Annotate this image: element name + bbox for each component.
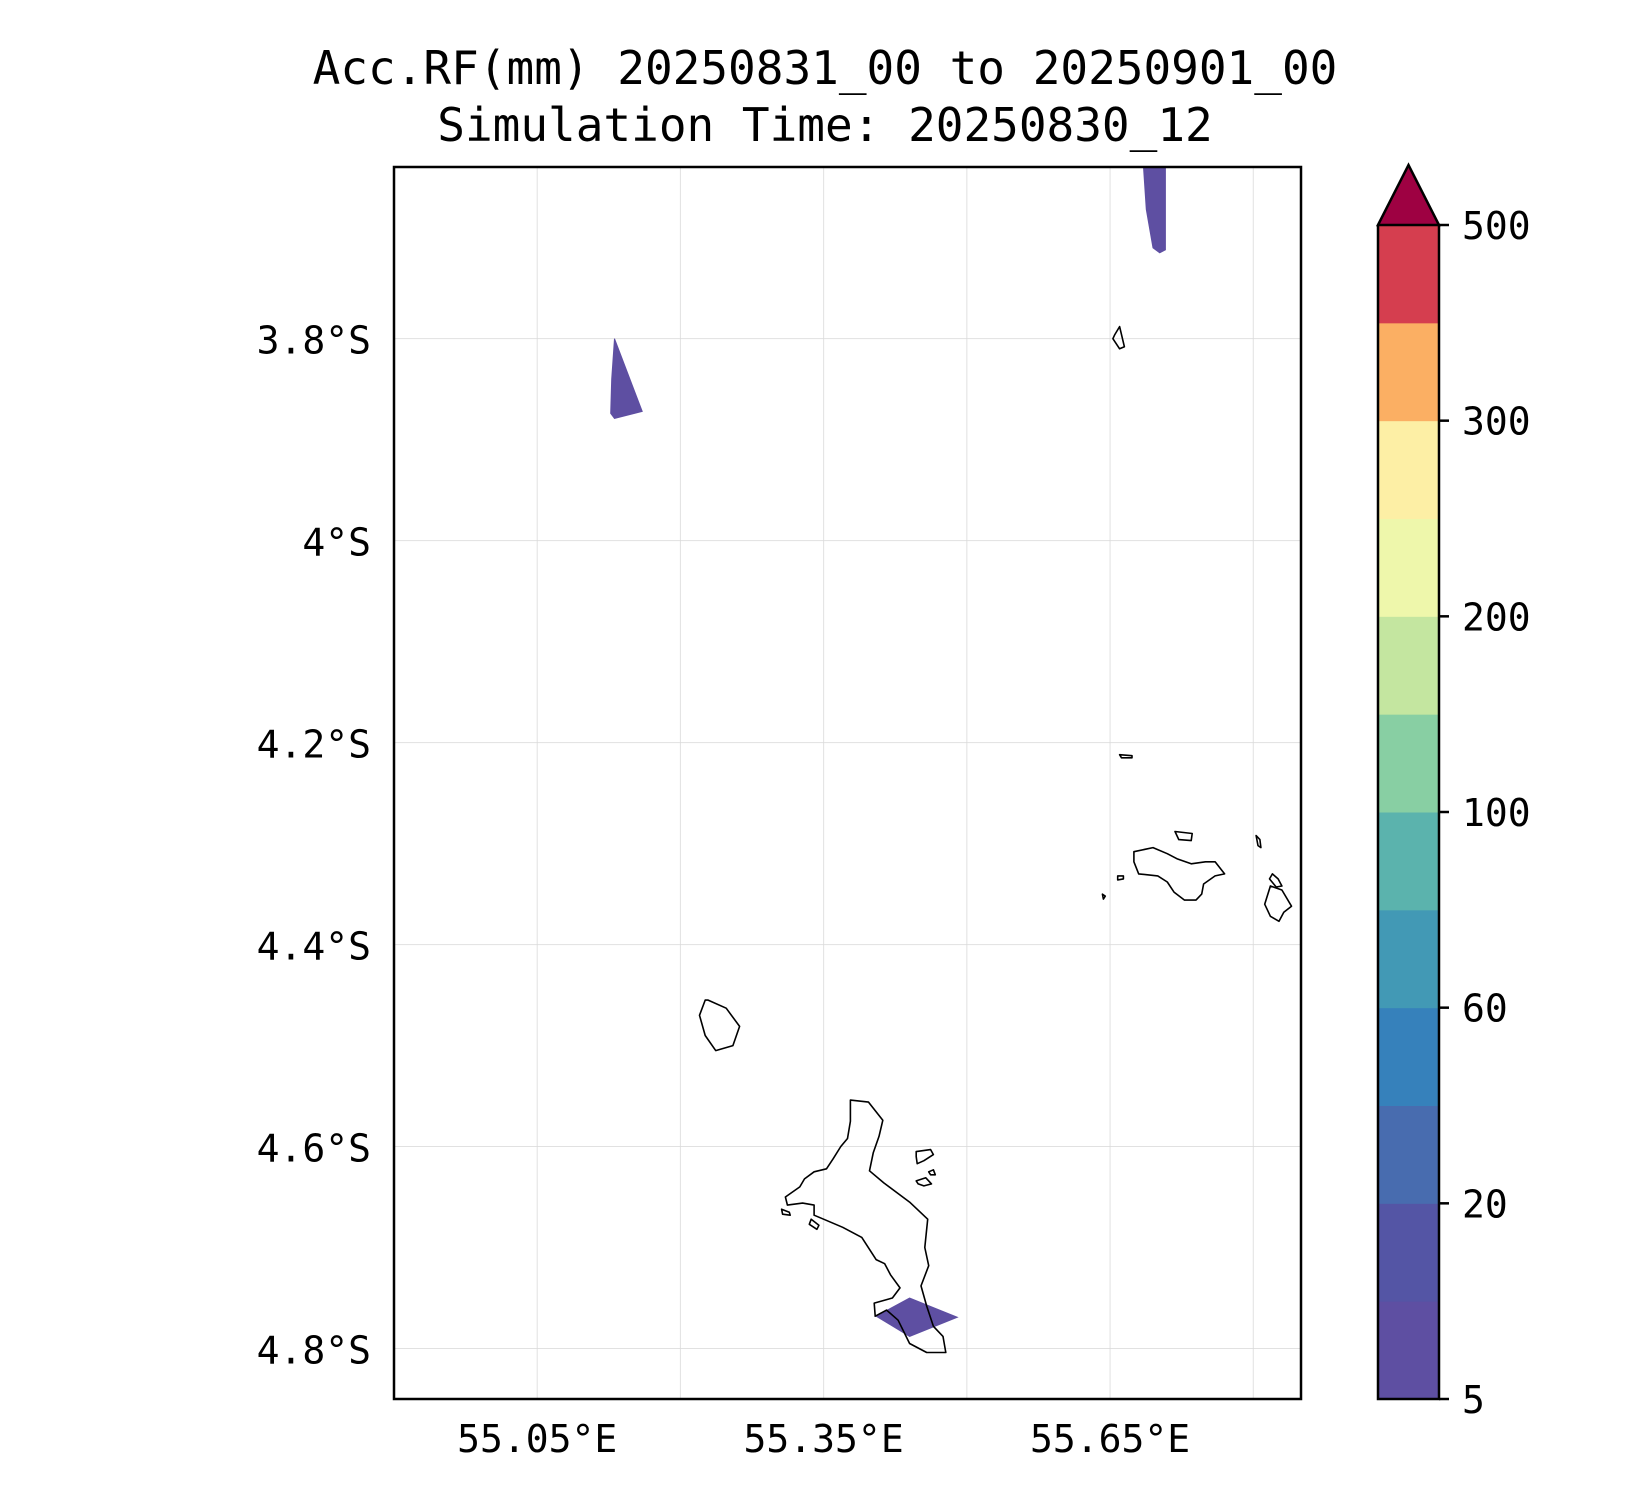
lat-tick-label: 4.8°S: [257, 1329, 371, 1373]
colorbar-tick-label: 100: [1462, 791, 1531, 835]
rainfall-area-west-wedge: [610, 338, 643, 419]
colorbar-tick-label: 60: [1462, 987, 1508, 1031]
coastline-island: [1118, 753, 1133, 759]
colorbar-segment: [1378, 909, 1439, 1009]
lon-tick-label: 55.05°E: [457, 1417, 617, 1461]
rainfall-area-north-strip: [1142, 167, 1166, 254]
rainfall-area-south-patch: [875, 1297, 959, 1337]
colorbar-segment: [1378, 518, 1439, 617]
coastline-island: [1116, 875, 1125, 881]
coastline-island: [1101, 893, 1107, 900]
coastline-layer: [698, 325, 1344, 1354]
lat-tick-label: 4.4°S: [257, 925, 371, 969]
coastline-island: [927, 1169, 937, 1176]
gridlines: [394, 167, 1301, 1399]
colorbar-segment: [1378, 1007, 1439, 1106]
coastline-island: [915, 1177, 933, 1187]
colorbar-extend-arrow: [1375, 162, 1442, 227]
coastline-island: [1112, 325, 1126, 350]
coastline-island: [1174, 830, 1193, 842]
lat-tick-label: 4.6°S: [257, 1127, 371, 1171]
colorbar-segment: [1378, 225, 1439, 324]
chart-title-line-1: Acc.RF(mm) 20250831_00 to 20250901_00: [312, 41, 1338, 95]
coastline-island: [784, 1099, 947, 1354]
colorbar-segment: [1378, 322, 1439, 422]
lat-tick-labels: 3.8°S 4°S 4.2°S 4.4°S 4.6°S 4.8°S: [257, 319, 371, 1373]
coastline-island: [1268, 873, 1283, 888]
colorbar-tick-label: 300: [1462, 400, 1531, 444]
colorbar-tick-label: 5: [1462, 1378, 1485, 1422]
colorbar-tick-label: 500: [1462, 204, 1531, 248]
rainfall-layer: [610, 167, 1166, 1337]
colorbar-tick-label: 20: [1462, 1182, 1508, 1226]
chart-title-line-2: Simulation Time: 20250830_12: [437, 98, 1213, 152]
colorbar-segment: [1378, 616, 1439, 715]
coastline-island: [1263, 885, 1293, 923]
coastline-island: [1255, 834, 1262, 849]
coastline-island: [915, 1148, 935, 1165]
lat-tick-label: 4.2°S: [257, 723, 371, 767]
colorbar-segment: [1378, 420, 1439, 519]
lon-tick-label: 55.65°E: [1030, 1417, 1190, 1461]
coastline-island: [780, 1208, 792, 1216]
colorbar: 5 20 60 100 200 300 500: [1375, 162, 1531, 1422]
coastline-island: [1133, 846, 1226, 901]
lat-tick-label: 3.8°S: [257, 319, 371, 363]
lon-tick-labels: 55.05°E 55.35°E 55.65°E: [457, 1417, 1190, 1461]
colorbar-segment: [1378, 812, 1439, 911]
colorbar-tick-label: 200: [1462, 595, 1531, 639]
coastline-island: [808, 1218, 820, 1231]
lon-tick-label: 55.35°E: [744, 1417, 904, 1461]
map-frame: [392, 165, 1303, 1401]
colorbar-segment: [1378, 1301, 1439, 1400]
lat-tick-label: 4°S: [302, 521, 371, 565]
coastline-island: [698, 999, 741, 1052]
colorbar-segment: [1378, 714, 1439, 813]
coastline-island: [1339, 1131, 1344, 1146]
colorbar-segment: [1378, 1203, 1439, 1302]
colorbar-segment: [1378, 1105, 1439, 1204]
coastline-island: [1312, 884, 1317, 894]
